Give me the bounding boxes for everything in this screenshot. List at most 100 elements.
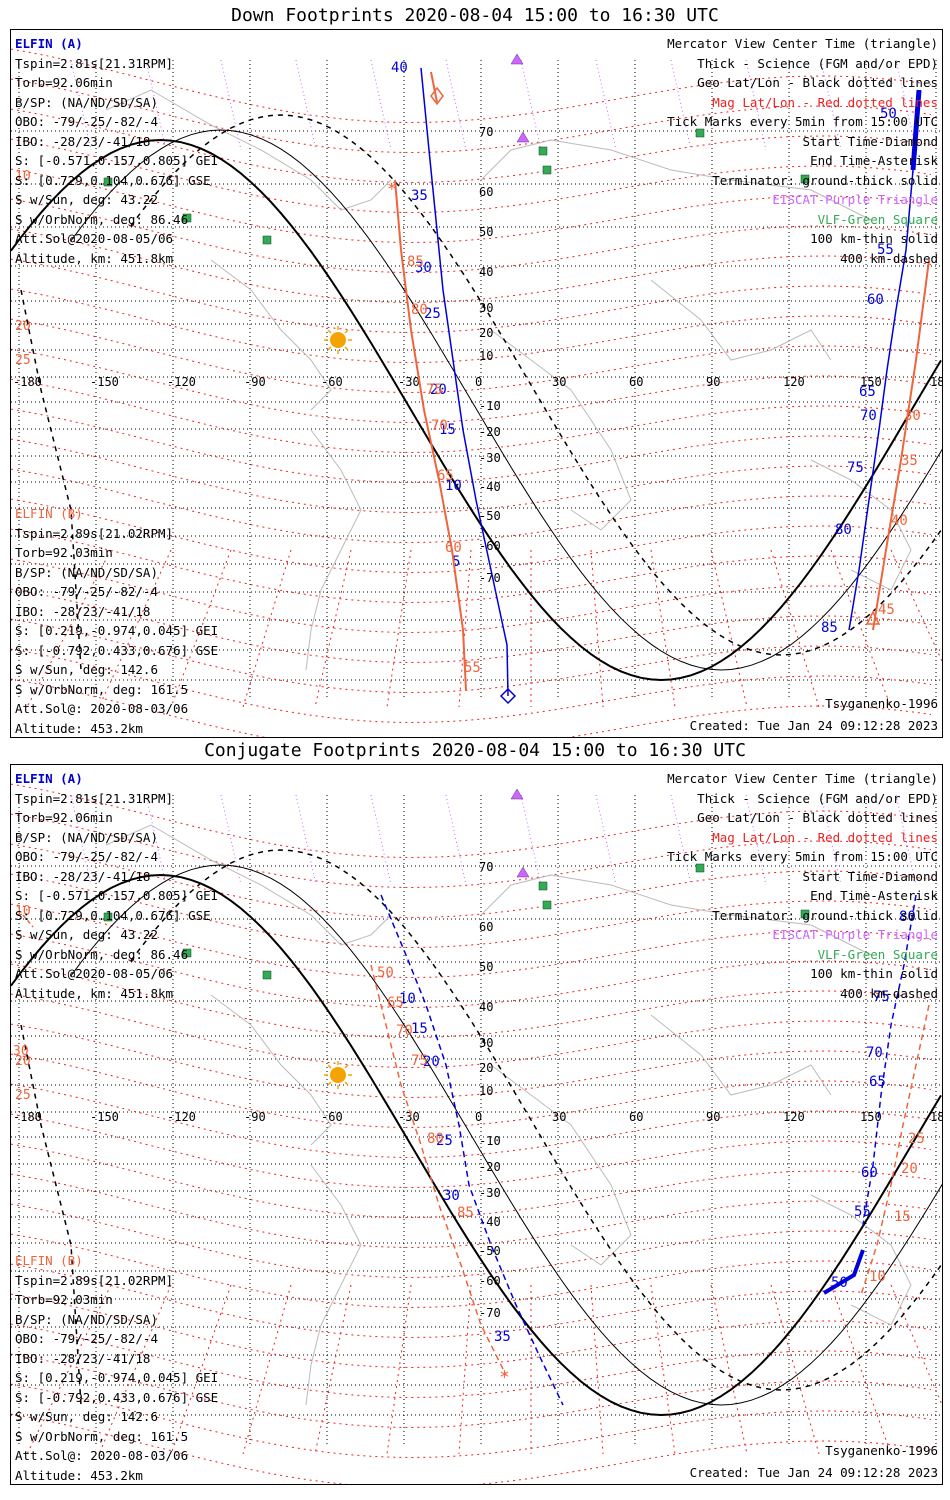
mag-lat-line [11,528,932,604]
geo-meridian-polar [745,794,767,886]
elfin-a-time-label: 30 [415,260,432,276]
elfin-a-time-label: 75 [873,989,890,1005]
info-line: B/SP: (NA/ND/SD/SA) [15,94,158,110]
eiscat-triangle-icon [516,866,530,878]
elfin-a-track [420,67,509,697]
lat-label: -60 [479,1274,501,1288]
vlf-square-icon [262,970,272,980]
coastline [650,279,832,361]
lat-label: 60 [479,920,493,934]
geo-meridian-polar [220,59,242,151]
mag-lon-line [770,549,820,708]
lon-label: 180 [930,1110,942,1124]
elfin-a-info: ELFIN (A) Tspin=2.81s[21.31RPM] Torb=92.… [15,769,218,1003]
elfin-a-time-label: 15 [439,422,456,438]
created-timestamp: Created: Tue Jan 24 09:12:28 2023 [689,718,938,733]
legend-line: End Time-Asterisk [810,153,938,168]
elfin-b-name: ELFIN (B) [15,506,83,521]
end-asterisk-icon: * [499,1367,510,1388]
legend-line: 400 km-dashed [840,250,938,266]
lat-label: 50 [479,225,493,239]
legend-line: 100 km-thin solid [810,966,938,981]
legend-line: 100 km-thin solid [810,231,938,246]
coastline [480,874,872,956]
coastline [650,1014,832,1096]
mag-lat-label: 30 [13,1044,29,1059]
elfin-b-time-label: 70 [431,418,448,434]
vlf-square-icon [695,863,705,873]
sun-ray [327,346,332,351]
info-line: OBO: -79/-25/-82/-4 [15,1331,158,1346]
coastline [810,1194,912,1326]
mag-lat-line [11,963,932,1039]
elfin-a-time-label: 65 [859,384,876,400]
vlf-square-icon [103,177,113,187]
elfin-b-track-east [872,259,930,631]
sun-ray [344,346,349,351]
panel-title-conjugate: Conjugate Footprints 2020-08-04 15:00 to… [204,740,746,761]
mag-lon-line [458,549,472,708]
lat-label: 10 [479,349,493,363]
mag-lon-line [590,1284,604,1455]
mag-lat-line [11,348,932,424]
elfin-b-name: ELFIN (B) [15,1253,83,1268]
elfin-a-track-east [848,169,914,631]
geo-meridian-polar [145,59,167,151]
elfin-b-time-label: 70 [396,1023,413,1039]
elfin-b-time-label: 60 [445,540,462,556]
legend-line: Thick - Science (FGM and/or EPD) [697,55,938,71]
terminator-400km-west [20,1024,82,1406]
lon-label: 90 [706,1110,720,1124]
coastline [105,89,392,211]
info-line: S w/Sun, deg: 43.22 [15,192,158,207]
coastline [210,994,332,1146]
mag-lat-line [11,378,932,454]
coastline [480,139,872,221]
elfin-a-name: ELFIN (A) [15,36,83,51]
info-line: Torb=92.03min [15,545,113,560]
info-line: Torb=92.06min [15,810,113,825]
mag-lat-line [11,1113,932,1189]
elfin-b-track-top [430,71,438,103]
lat-label: -30 [479,1186,501,1200]
info-line: S: [-0.792,0.433,0.676] GSE [15,1389,219,1405]
eiscat-triangle-icon [516,131,530,143]
elfin-b-time-label: 85 [457,1205,474,1221]
mag-lon-line [458,1284,472,1455]
legend-line: Mag Lat/Lon - Red dotted lines [712,829,938,845]
info-line: S w/Sun, deg: 142.6 [15,1409,158,1424]
lon-label: 60 [629,1110,643,1124]
geo-meridian-polar [145,794,167,886]
sun-ray [327,329,332,334]
vlf-square-icon [538,146,548,156]
elfin-a-time-label: 70 [866,1045,883,1061]
info-line: S w/Sun, deg: 142.6 [15,662,158,677]
mag-lat-line [11,168,932,244]
elfin-b-track [394,179,467,691]
elfin-b-time-label: 10 [869,1269,886,1285]
elfin-a-time-label: 65 [869,1074,886,1090]
lon-label: -60 [321,1110,343,1124]
mag-lon-line [890,1284,942,1406]
sun-icon [330,1067,346,1083]
elfin-a-time-label: 25 [436,1133,453,1149]
down-footprints-map: -180 -150 -120 -90 -60 -30 0 30 60 90 120 150 180 70 6… [10,29,943,738]
info-line: S w/OrbNorm, deg: 161.5 [15,681,189,697]
info-line: S: [0.219,-0.974,0.045] GEI [15,1370,219,1385]
lon-label: -90 [244,375,266,389]
elfin-b-time-label: 25 [908,1131,925,1147]
coastline [490,329,632,531]
terminator-ground [11,873,942,1417]
mag-lat-line [11,1353,932,1429]
mag-lat-label: 20 [15,1054,31,1069]
mag-lat-line [11,1023,932,1099]
elfin-b-time-label: 65 [387,995,404,1011]
lat-label: 40 [479,265,493,279]
geo-meridian-polar [895,59,917,151]
elfin-b-track-east [860,1004,930,1296]
mag-lat-line [11,138,932,214]
vlf-square-icon [182,213,192,223]
info-line: B/SP: (NA/ND/SD/SA) [15,564,158,580]
sun-ray [344,329,349,334]
mag-lon-line [650,1284,676,1455]
